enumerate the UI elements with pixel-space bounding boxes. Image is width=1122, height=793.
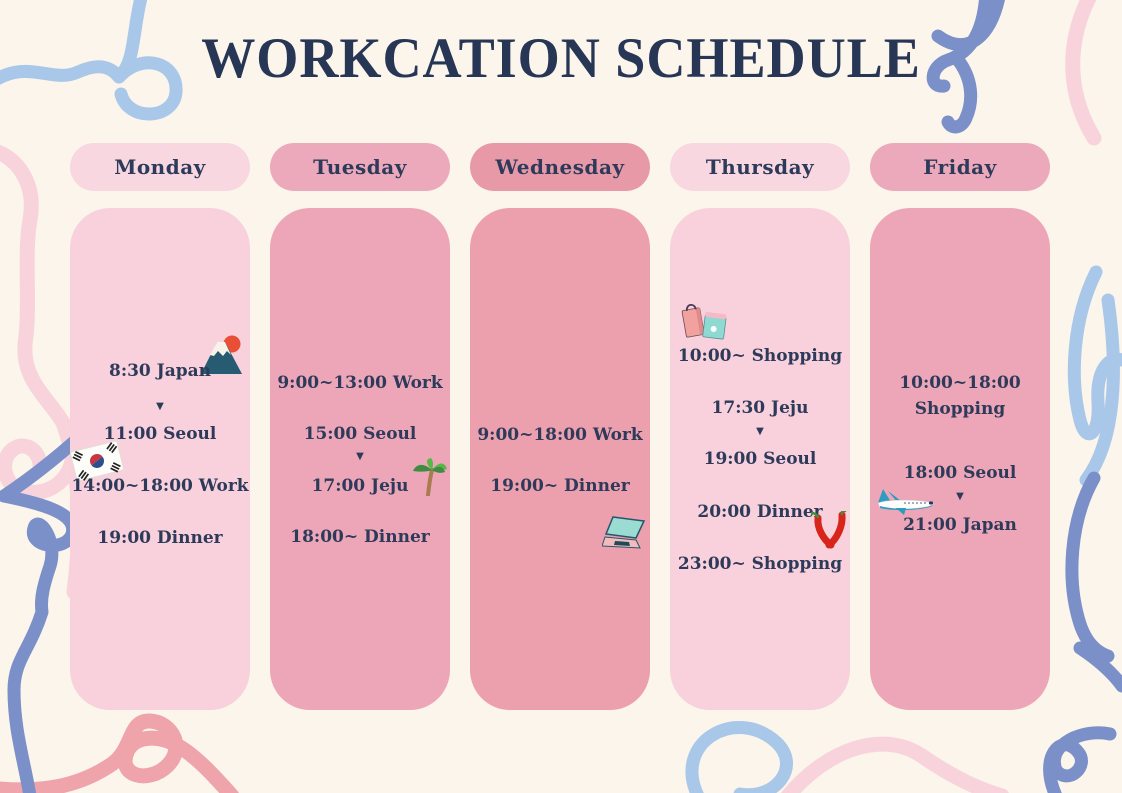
palm-tree-icon — [413, 458, 447, 496]
schedule-item: 19:00 Seoul — [703, 449, 817, 469]
schedule-item: 10:00~18:00 Shopping — [899, 373, 1021, 419]
transfer-arrow: ▼ — [956, 491, 964, 502]
schedule-item: 8:30 Japan — [109, 361, 211, 381]
schedule-item: 9:00~13:00 Work — [277, 373, 443, 393]
shopping-bags-icon — [681, 304, 727, 340]
schedule-item: 20:00 Dinner — [697, 502, 823, 522]
day-column-monday: Monday 8:30 Japan ▼ 11:00 Seoul — [70, 0, 250, 793]
day-card-friday: 10:00~18:00 Shopping 18:00 Seoul ▼ 21:00… — [870, 208, 1050, 710]
schedule-item: 19:00~ Dinner — [490, 476, 630, 496]
mount-fuji-icon — [201, 335, 242, 374]
transfer-arrow: ▼ — [156, 401, 164, 412]
schedule-item: 21:00 Japan — [903, 515, 1017, 535]
day-header-wednesday: Wednesday — [470, 143, 650, 191]
day-header-thursday: Thursday — [670, 143, 850, 191]
day-card-monday: 8:30 Japan ▼ 11:00 Seoul — [70, 208, 250, 710]
day-column-wednesday: Wednesday 9:00~18:00 Work 19:00~ Dinner — [470, 0, 650, 793]
day-column-thursday: Thursday 10:00~ Shopping 17:30 Jeju ▼ 19… — [670, 0, 850, 793]
laptop-icon — [602, 516, 646, 549]
airplane-icon — [877, 489, 935, 515]
transfer-arrow: ▼ — [356, 451, 364, 462]
day-header-monday: Monday — [70, 143, 250, 191]
day-card-tuesday: 9:00~13:00 Work 15:00 Seoul ▼ 17:00 Jeju… — [270, 208, 450, 710]
day-header-tuesday: Tuesday — [270, 143, 450, 191]
day-header-friday: Friday — [870, 143, 1050, 191]
schedule-item: 17:00 Jeju — [311, 476, 409, 496]
schedule-item: 17:30 Jeju — [711, 398, 809, 418]
schedule-item: 19:00 Dinner — [97, 528, 223, 548]
page-title: WORKCATION SCHEDULE — [201, 27, 921, 90]
transfer-arrow: ▼ — [756, 426, 764, 437]
schedule-item: 11:00 Seoul — [103, 424, 217, 444]
schedule-item: 18:00~ Dinner — [290, 527, 430, 547]
schedule-item: 23:00~ Shopping — [677, 554, 843, 574]
schedule-item: 14:00~18:00 Work — [71, 476, 249, 496]
chili-peppers-icon — [810, 511, 847, 549]
schedule-item: 15:00 Seoul — [303, 424, 417, 444]
schedule-item: 9:00~18:00 Work — [477, 425, 643, 445]
day-column-friday: Friday 10:00~18:00 Shopping 18:00 Seoul … — [870, 0, 1050, 793]
day-card-wednesday: 9:00~18:00 Work 19:00~ Dinner — [470, 208, 650, 710]
schedule-item: 18:00 Seoul — [903, 463, 1017, 483]
south-korea-flag-icon — [70, 440, 124, 482]
schedule-item: 10:00~ Shopping — [677, 346, 843, 366]
day-column-tuesday: Tuesday 9:00~13:00 Work 15:00 Seoul ▼ 17… — [270, 0, 450, 793]
day-card-thursday: 10:00~ Shopping 17:30 Jeju ▼ 19:00 Seoul… — [670, 208, 850, 710]
